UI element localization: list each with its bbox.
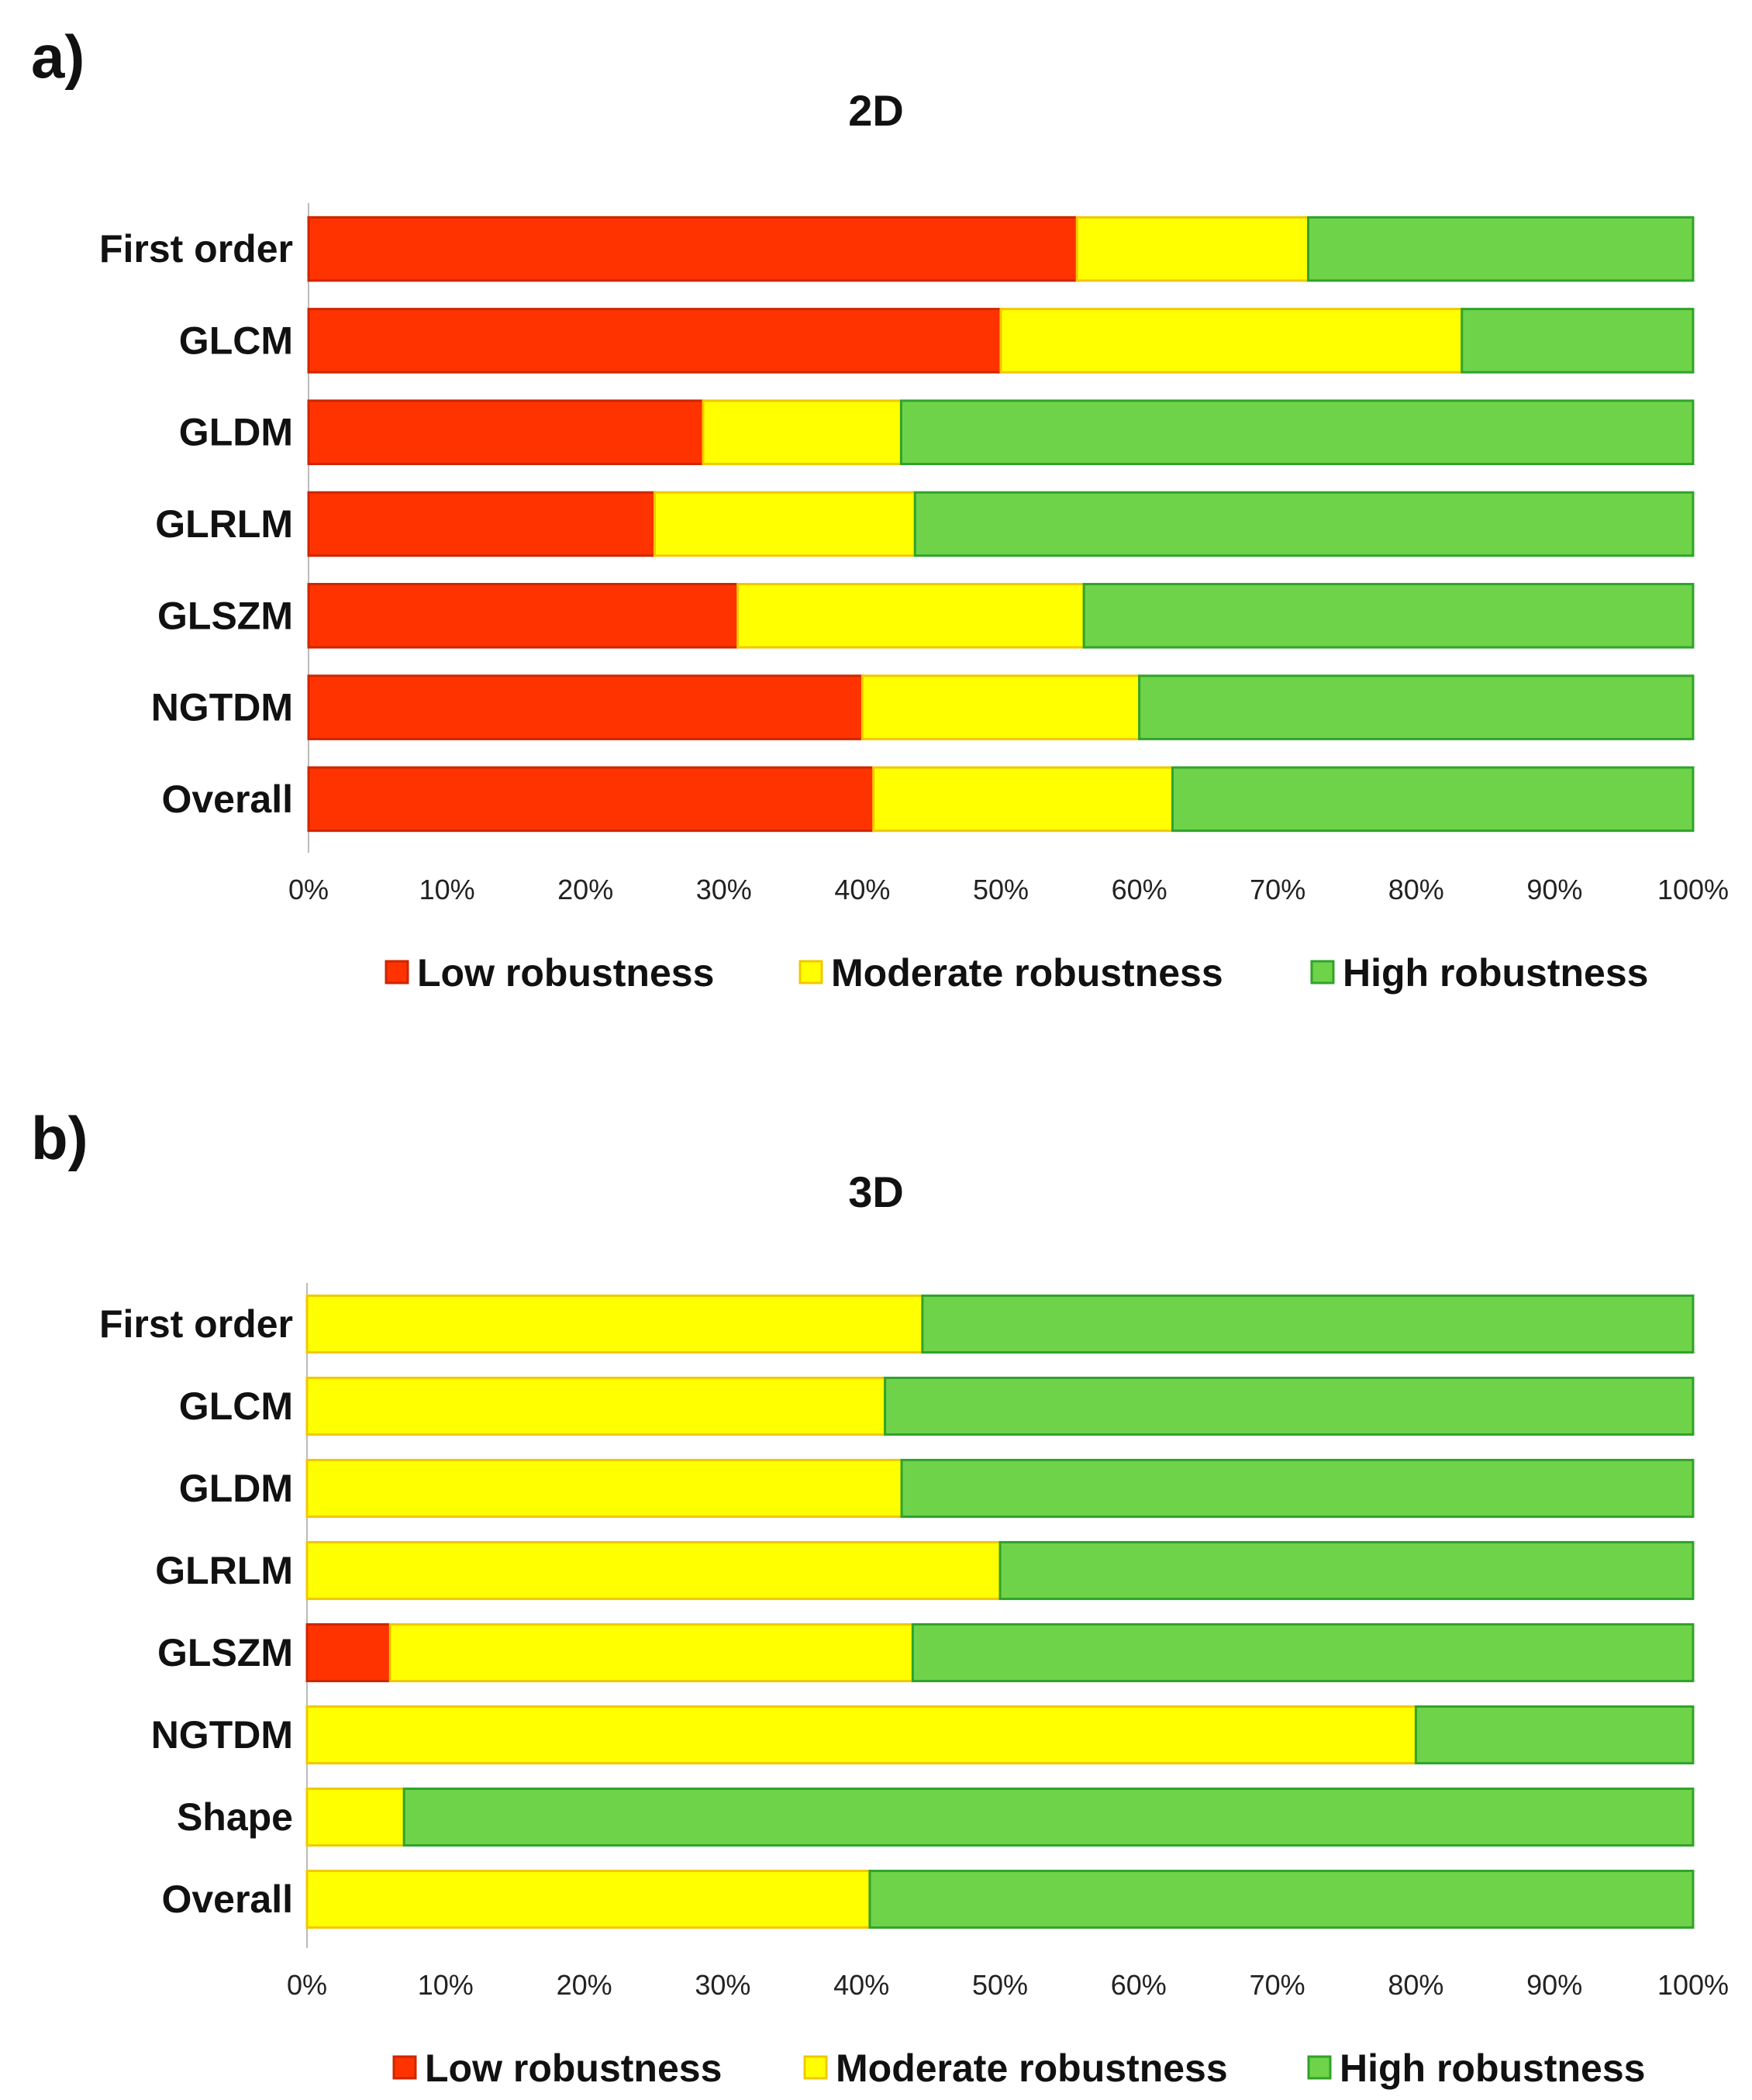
x-tick-label: 100%: [1657, 1969, 1729, 2001]
bar-segment-moderate-robustness: [654, 491, 916, 557]
panel-label: a): [31, 22, 85, 91]
bar-segment-moderate-robustness: [305, 1540, 1002, 1601]
x-tick-label: 10%: [419, 874, 475, 905]
x-tick-label: 40%: [833, 1969, 889, 2001]
category-label: GLRLM: [155, 1549, 293, 1592]
legend-swatch-high-robustness: [1307, 2055, 1332, 2080]
stacked-bar-chart-2d: First order GLCM GLDM GLRLM GLSZM NGTDM Overal…: [99, 203, 1729, 995]
x-tick-label: 50%: [973, 874, 1029, 905]
x-tick-label: 90%: [1526, 1969, 1582, 2001]
category-label: First order: [99, 1302, 293, 1346]
legend-swatch-low-robustness: [385, 960, 409, 984]
bar-segment-moderate-robustness: [872, 766, 1174, 833]
x-tick-label: 90%: [1526, 874, 1582, 905]
x-tick-label: 30%: [696, 874, 752, 905]
bar-segment-moderate-robustness: [736, 582, 1085, 649]
bar-segment-low-robustness: [307, 491, 656, 557]
category-label: GLCM: [179, 1384, 293, 1428]
bar-segment-moderate-robustness: [305, 1294, 924, 1354]
bar-segment-high-robustness: [911, 1622, 1695, 1683]
bar-segment-high-robustness: [1082, 582, 1695, 649]
category-label: NGTDM: [151, 1713, 293, 1757]
category-label: NGTDM: [151, 686, 293, 729]
bar-segment-moderate-robustness: [702, 399, 902, 466]
bar-segment-high-robustness: [900, 1458, 1695, 1519]
x-tick-label: 0%: [287, 1969, 327, 2001]
bar-segment-low-robustness: [307, 216, 1078, 282]
legend-label: Moderate robustness: [831, 951, 1223, 995]
bar-segment-moderate-robustness: [305, 1787, 405, 1847]
category-label: GLCM: [179, 319, 293, 362]
bar-segment-high-robustness: [402, 1787, 1695, 1847]
bar-segment-low-robustness: [307, 674, 864, 740]
x-tick-label: 30%: [695, 1969, 750, 2001]
legend-label: Low robustness: [425, 2047, 722, 2090]
bar-segment-high-robustness: [921, 1294, 1695, 1354]
bar-segment-low-robustness: [307, 582, 740, 649]
bar-segment-high-robustness: [1171, 766, 1695, 833]
bar-segment-moderate-robustness: [999, 308, 1464, 374]
x-tick-label: 70%: [1250, 1969, 1305, 2001]
x-tick-label: 80%: [1388, 874, 1444, 905]
x-tick-label: 60%: [1111, 1969, 1167, 2001]
chart-panel-b: b) 3D First order GLCM GLDM GLRLM GLSZM NGTDM…: [0, 1081, 1752, 2100]
x-tick-label: 50%: [972, 1969, 1028, 2001]
bar-segment-low-robustness: [307, 399, 705, 466]
x-tick-label: 100%: [1657, 874, 1729, 905]
chart-title: 3D: [848, 1167, 904, 1216]
category-label: GLSZM: [157, 1631, 293, 1674]
chart-panel-a: a) 2D First order GLCM GLDM GLRLM GLSZM NGTDM…: [0, 0, 1752, 1039]
x-tick-label: 0%: [288, 874, 329, 905]
category-label: GLSZM: [157, 594, 293, 637]
bar-segment-moderate-robustness: [1075, 216, 1309, 282]
bar-segment-low-robustness: [307, 308, 1002, 374]
category-label: First order: [99, 227, 293, 271]
x-tick-label: 40%: [834, 874, 890, 905]
legend-label: Moderate robustness: [836, 2047, 1228, 2090]
legend-swatch-moderate-robustness: [803, 2055, 828, 2080]
x-tick-label: 20%: [557, 874, 613, 905]
x-tick-label: 20%: [557, 1969, 612, 2001]
panel-label: b): [31, 1104, 88, 1172]
bar-segment-moderate-robustness: [388, 1622, 914, 1683]
legend-swatch-low-robustness: [392, 2055, 417, 2080]
category-label: Overall: [161, 1878, 293, 1921]
bar-segment-high-robustness: [899, 399, 1695, 466]
category-label: GLDM: [179, 1467, 293, 1510]
bar-segment-moderate-robustness: [860, 674, 1141, 740]
x-tick-label: 80%: [1388, 1969, 1443, 2001]
bar-segment-moderate-robustness: [305, 1705, 1417, 1765]
bar-segment-high-robustness: [998, 1540, 1695, 1601]
bar-segment-high-robustness: [884, 1376, 1695, 1436]
legend-swatch-high-robustness: [1310, 960, 1335, 984]
bar-segment-high-robustness: [1306, 216, 1695, 282]
bar-segment-high-robustness: [1414, 1705, 1695, 1765]
bar-segment-high-robustness: [913, 491, 1695, 557]
bar-segment-high-robustness: [1461, 308, 1695, 374]
bar-segment-high-robustness: [868, 1869, 1695, 1929]
x-tick-label: 60%: [1112, 874, 1167, 905]
category-label: Shape: [177, 1795, 293, 1839]
category-label: GLDM: [179, 411, 293, 454]
x-tick-label: 70%: [1250, 874, 1305, 905]
legend-label: Low robustness: [417, 951, 714, 995]
bar-segment-low-robustness: [307, 766, 875, 833]
bar-segment-moderate-robustness: [305, 1376, 887, 1436]
legend-swatch-moderate-robustness: [798, 960, 823, 984]
legend-label: High robustness: [1343, 951, 1648, 995]
legend-label: High robustness: [1340, 2047, 1645, 2090]
bar-segment-moderate-robustness: [305, 1869, 871, 1929]
stacked-bar-chart-3d: First order GLCM GLDM GLRLM GLSZM NGTDM Shape O…: [99, 1283, 1729, 2090]
category-label: Overall: [161, 778, 293, 821]
category-label: GLRLM: [155, 502, 293, 546]
bar-segment-moderate-robustness: [305, 1458, 903, 1519]
bar-segment-low-robustness: [305, 1622, 391, 1683]
chart-title: 2D: [848, 86, 904, 135]
bar-segment-high-robustness: [1138, 674, 1695, 740]
x-tick-label: 10%: [418, 1969, 474, 2001]
